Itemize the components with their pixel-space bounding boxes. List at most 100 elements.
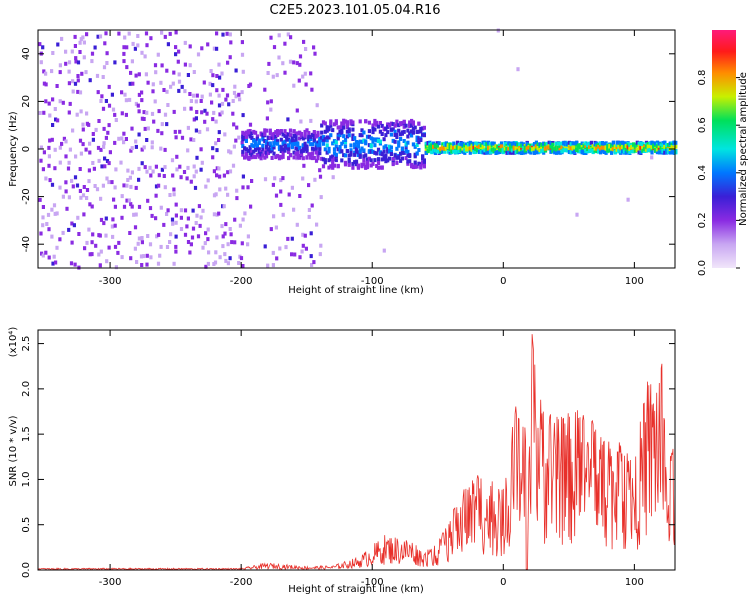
spectrogram-cell [265, 150, 269, 155]
spectrogram-cell [334, 144, 338, 149]
spectrogram-cell [466, 142, 471, 147]
spectrogram-cell [204, 231, 208, 236]
spectrogram-cell [130, 59, 134, 64]
spectrogram-cell [402, 150, 406, 155]
spectrogram-cell [285, 135, 289, 140]
spectrogram-cell [104, 216, 108, 221]
spectrogram-cell [61, 194, 65, 199]
spectrogram-cell [107, 103, 112, 108]
snr-x-ticks: -300 -200 -100 0 100 [99, 330, 644, 588]
spectrogram-cell [373, 127, 377, 132]
spectrogram-cell [199, 147, 203, 152]
spectrogram-cell [268, 135, 272, 140]
spectrogram-cell [624, 143, 628, 148]
colorbar-tick-label: 0.8 [697, 70, 708, 86]
spectrogram-cell [268, 143, 272, 148]
spectrogram-cell [98, 34, 103, 39]
spectrogram-cell [178, 164, 182, 169]
spectrogram-cell [111, 107, 116, 112]
spectrogram-cell [450, 147, 454, 152]
spectrogram-cell [347, 133, 351, 138]
spectrogram-cell [183, 208, 188, 213]
spectrogram-cell [602, 141, 606, 146]
spectrogram-cell [290, 142, 294, 147]
spectrogram-cell [395, 155, 399, 160]
spectrogram-cell [278, 246, 282, 251]
spectrogram-cell [271, 182, 275, 187]
spectrogram-cell [591, 148, 595, 153]
spectrogram-cell [441, 149, 445, 154]
spectrogram-cell [342, 118, 346, 123]
spectrogram-cell [301, 74, 305, 79]
spectrogram-cell [411, 165, 415, 170]
spectrogram-cell [294, 151, 298, 156]
spectrogram-cell [529, 143, 533, 148]
spectrogram-cell [580, 141, 584, 146]
spectrogram-cell [281, 61, 285, 66]
spectrogram-cell [356, 163, 360, 168]
spectrogram-cell [126, 178, 130, 182]
spectrogram-cell [621, 144, 625, 149]
spectrogram-cell [288, 139, 293, 144]
spectrogram-cell [269, 107, 273, 112]
spectrogram-cell [406, 149, 410, 154]
spectrogram-cell [166, 103, 170, 107]
spectrogram-cell [421, 126, 425, 131]
spectrogram-cell [516, 142, 520, 147]
spectrogram-cell [272, 138, 276, 143]
spectrogram-cell [64, 139, 68, 144]
spectrogram-cell [318, 252, 322, 257]
spectrogram-cell [44, 99, 48, 104]
spectrogram-cell [173, 129, 177, 134]
spectrogram-cell [404, 148, 408, 153]
spectrogram-cell [600, 141, 604, 145]
spectrogram-cell [254, 130, 258, 135]
spectrogram-cell [244, 139, 248, 143]
spectrogram-cell [343, 140, 348, 145]
spectrogram-cell [202, 80, 206, 85]
spectrogram-cell [375, 122, 379, 127]
spectrogram-cell [507, 150, 511, 155]
spectrogram-cell [168, 31, 172, 36]
spectrogram-cell [250, 131, 254, 136]
spectrogram-cell [246, 234, 250, 239]
spectrogram-cell [419, 129, 423, 134]
spectrogram-cell [54, 117, 58, 122]
spectrogram-cell [446, 143, 450, 148]
spectrogram-cell [41, 45, 45, 50]
spectrogram-cell [514, 142, 518, 147]
spectrogram-cell [195, 110, 199, 114]
spectrogram-cell [358, 119, 362, 124]
spectrogram-cell [593, 148, 597, 153]
spectrogram-cell [195, 93, 199, 98]
spectrogram-cell [516, 149, 520, 154]
spectrogram-cell [139, 254, 144, 259]
spectrogram-cell [162, 222, 166, 227]
spectrogram-cell [140, 90, 144, 95]
spectrogram-cell [386, 147, 390, 152]
spectrogram-cell [474, 141, 478, 146]
spectrogram-cell [332, 139, 337, 144]
spectrogram-cell [162, 174, 166, 178]
spectrogram-cell [255, 143, 259, 148]
spectrogram-cell [663, 140, 667, 145]
spectrogram-cell [509, 143, 513, 148]
spectrogram-cell [578, 143, 582, 148]
spectrogram-cell [274, 193, 279, 198]
spectrogram-cell [48, 138, 52, 143]
spectrogram-cell [105, 51, 109, 56]
spectrogram-cell [373, 118, 377, 123]
spectrogram-cell [125, 198, 129, 203]
spectrogram-cell [107, 123, 111, 128]
spectrogram-cell [518, 147, 522, 152]
spectrogram-cell [165, 89, 169, 94]
spectrogram-cell [61, 230, 65, 235]
colorbar-tick-label: 0.2 [697, 212, 708, 228]
spectrogram-cell [81, 35, 85, 40]
spectrogram-cell [154, 184, 159, 189]
spectrogram-cell [459, 141, 463, 146]
spectrogram-cell [249, 204, 253, 209]
spectrogram-cell [611, 146, 615, 151]
spectrogram-cell [99, 99, 103, 103]
spectrogram-cell [353, 145, 357, 150]
